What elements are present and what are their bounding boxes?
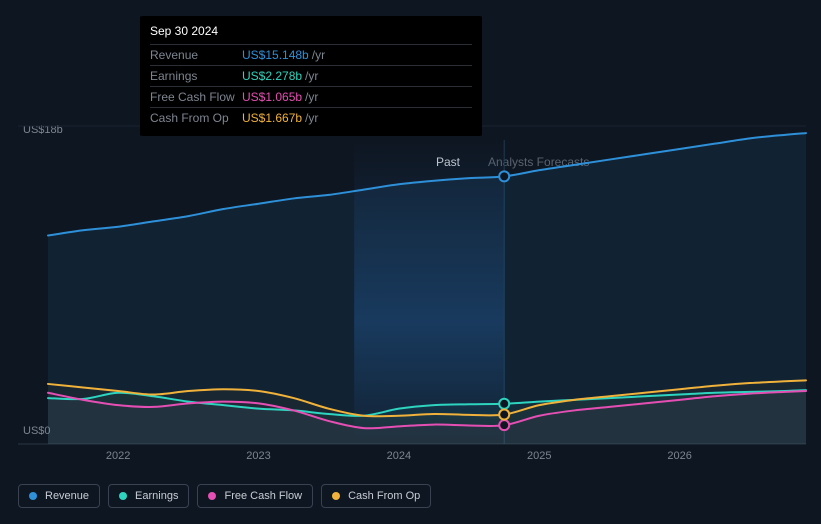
tooltip-row-suffix: /yr xyxy=(312,48,325,62)
tooltip-row-label: Revenue xyxy=(150,48,242,62)
legend-item-label: Revenue xyxy=(45,490,89,502)
legend-dot-icon xyxy=(332,492,340,500)
legend-item-earnings[interactable]: Earnings xyxy=(108,484,189,508)
tooltip-row-value: US$15.148b xyxy=(242,48,309,62)
tooltip-row-suffix: /yr xyxy=(305,69,318,83)
chart-legend: Revenue Earnings Free Cash Flow Cash From O… xyxy=(18,484,431,508)
x-axis-labels: 2022 2023 2024 2025 2026 xyxy=(0,450,821,470)
tooltip-title: Sep 30 2024 xyxy=(150,24,472,44)
legend-item-revenue[interactable]: Revenue xyxy=(18,484,100,508)
tooltip-row-label: Earnings xyxy=(150,69,242,83)
x-axis-label: 2024 xyxy=(387,450,411,462)
tooltip-row-value: US$1.065b xyxy=(242,90,302,104)
legend-dot-icon xyxy=(119,492,127,500)
x-axis-label: 2025 xyxy=(527,450,551,462)
legend-item-cash-from-op[interactable]: Cash From Op xyxy=(321,484,431,508)
tooltip-row-value: US$2.278b xyxy=(242,69,302,83)
x-axis-label: 2023 xyxy=(246,450,270,462)
tooltip-row-label: Cash From Op xyxy=(150,111,242,125)
tooltip-row: RevenueUS$15.148b/yr xyxy=(150,44,472,65)
tooltip-row: Cash From OpUS$1.667b/yr xyxy=(150,107,472,128)
legend-dot-icon xyxy=(29,492,37,500)
x-axis-label: 2022 xyxy=(106,450,130,462)
tooltip-row-suffix: /yr xyxy=(305,111,318,125)
tooltip-row-suffix: /yr xyxy=(305,90,318,104)
tooltip-row-value: US$1.667b xyxy=(242,111,302,125)
tooltip-row: EarningsUS$2.278b/yr xyxy=(150,65,472,86)
x-axis-label: 2026 xyxy=(667,450,691,462)
legend-item-label: Cash From Op xyxy=(348,490,420,502)
chart-tooltip: Sep 30 2024 RevenueUS$15.148b/yrEarnings… xyxy=(140,16,482,136)
tooltip-row: Free Cash FlowUS$1.065b/yr xyxy=(150,86,472,107)
tooltip-row-label: Free Cash Flow xyxy=(150,90,242,104)
legend-item-free-cash-flow[interactable]: Free Cash Flow xyxy=(197,484,313,508)
legend-item-label: Earnings xyxy=(135,490,178,502)
legend-item-label: Free Cash Flow xyxy=(224,490,302,502)
legend-dot-icon xyxy=(208,492,216,500)
